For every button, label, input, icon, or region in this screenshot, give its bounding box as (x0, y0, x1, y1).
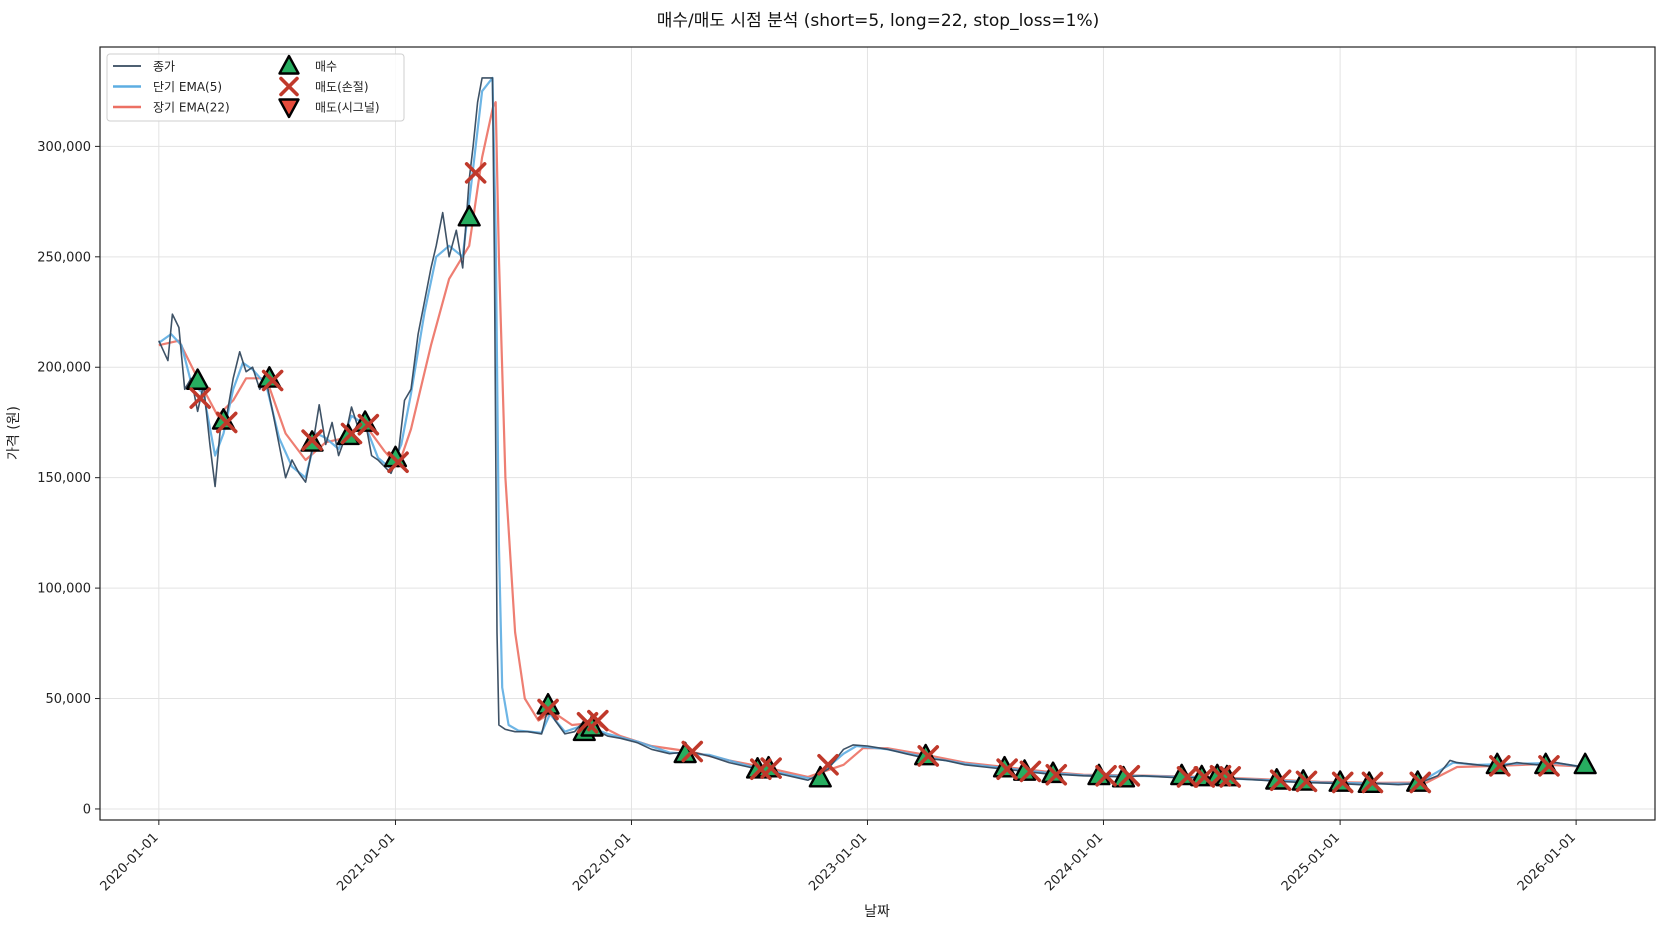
sell-stop-marker (1045, 763, 1068, 786)
legend-label: 매도(손절) (315, 80, 369, 94)
x-axis-title: 날짜 (864, 904, 890, 920)
sell-stop-marker (1295, 770, 1318, 793)
sell-stop-marker (1019, 760, 1042, 783)
sell-stop-marker (760, 757, 782, 779)
sell-stop-marker (681, 740, 704, 763)
sell-stop-marker (189, 387, 212, 409)
marker-layer (185, 162, 1597, 794)
sell-stop-marker (587, 709, 609, 732)
y-tick-label: 100,000 (37, 582, 91, 597)
legend-label: 매도(시그널) (315, 101, 380, 115)
grid-layer (100, 47, 1655, 820)
sell-stop-marker (1409, 771, 1432, 794)
sell-stop-marker (1538, 755, 1560, 777)
sell-stop-marker (1489, 755, 1511, 777)
x-tick-label: 2021-01-01 (334, 830, 398, 894)
y-tick-label: 200,000 (37, 361, 91, 376)
legend-label: 단기 EMA(5) (153, 80, 222, 94)
legend-label: 매수 (315, 60, 337, 74)
buy-marker (1573, 752, 1597, 775)
plot-frame (99, 46, 1656, 821)
sell-stop-marker (1331, 771, 1354, 794)
y-tick-label: 0 (83, 802, 91, 817)
y-tick-label: 50,000 (46, 692, 92, 707)
x-tick-label: 2020-01-01 (98, 830, 162, 894)
y-tick-label: 300,000 (37, 140, 91, 155)
sell-stop-marker (1219, 766, 1241, 788)
legend-box (106, 53, 405, 122)
legend-label: 장기 EMA(22) (153, 101, 230, 115)
sell-stop-marker (1361, 771, 1384, 794)
y-tick-label: 150,000 (37, 471, 91, 486)
sell-stop-marker (917, 745, 940, 767)
chart-title: 매수/매도 시점 분석 (short=5, long=22, stop_loss… (657, 11, 1100, 31)
x-tick-label: 2023-01-01 (806, 830, 870, 894)
sell-stop-marker (301, 429, 323, 451)
sell-stop-marker (340, 422, 363, 445)
sell-stop-marker (817, 753, 839, 776)
y-axis: 0 50,000 100,000 150,000 200,000 250,000 300,0… (37, 140, 100, 817)
legend-swatch-buy (278, 54, 300, 75)
x-tick-label: 2022-01-01 (570, 830, 634, 894)
sell-stop-marker (1193, 766, 1216, 788)
sell-stop-marker (261, 369, 284, 392)
sell-stop-marker (1095, 765, 1117, 787)
sell-stop-marker (996, 758, 1018, 781)
x-axis: 2020-01-01 2021-01-01 2022-01-01 2023-01-01… (98, 820, 1579, 894)
sell-stop-marker (464, 162, 487, 184)
sell-stop-marker (537, 698, 559, 721)
sell-stop-marker (1176, 766, 1199, 788)
legend-label: 종가 (153, 60, 175, 74)
y-axis-title: 가격 (원) (6, 406, 22, 460)
buy-marker (457, 204, 481, 227)
y-tick-label: 250,000 (37, 250, 91, 265)
legend-swatch-sell-stop (279, 76, 299, 97)
sell-stop-marker (387, 451, 409, 474)
x-tick-label: 2024-01-01 (1042, 830, 1106, 894)
sell-stop-marker (1118, 765, 1141, 787)
sell-stop-marker (357, 413, 380, 436)
x-tick-label: 2026-01-01 (1515, 830, 1579, 894)
sell-stop-marker (215, 411, 238, 434)
x-tick-label: 2025-01-01 (1279, 830, 1343, 894)
buy-marker (185, 368, 210, 390)
sell-stop-marker (1269, 769, 1292, 792)
buy-marker (808, 765, 832, 788)
legend-swatch-sell-signal (278, 98, 300, 119)
